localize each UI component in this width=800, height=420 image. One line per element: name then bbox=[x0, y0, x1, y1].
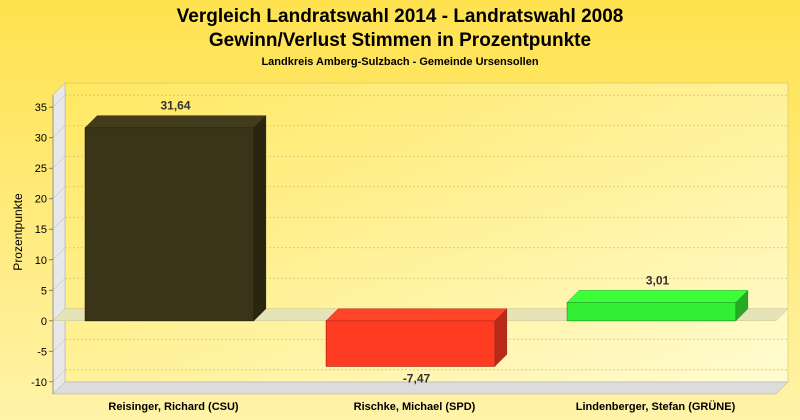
plot-side-wall bbox=[52, 82, 66, 395]
bar bbox=[325, 320, 496, 367]
bar bbox=[566, 302, 737, 322]
y-tick-label: 30 bbox=[35, 133, 47, 145]
gridline-side bbox=[52, 339, 66, 352]
gridline-side bbox=[52, 217, 66, 230]
y-axis-label: Prozentpunkte bbox=[11, 193, 25, 271]
chart-title: Vergleich Landratswahl 2014 - Landratswa… bbox=[177, 6, 624, 27]
bar bbox=[84, 127, 255, 322]
gridline-side bbox=[52, 369, 66, 383]
x-tick-label: Reisinger, Richard (CSU) bbox=[108, 401, 239, 413]
gridline-side bbox=[52, 278, 66, 291]
gridline-side bbox=[52, 247, 66, 260]
y-tick-label: -5 bbox=[37, 346, 47, 358]
data-label: 31,64 bbox=[160, 99, 190, 113]
y-tick-label: 15 bbox=[35, 224, 47, 236]
bar-top bbox=[84, 115, 267, 128]
bar-side bbox=[253, 115, 267, 322]
y-tick-label: 5 bbox=[41, 285, 47, 297]
gridline-side bbox=[52, 156, 66, 169]
y-tick-label: -10 bbox=[31, 377, 47, 389]
gridline-side bbox=[52, 94, 66, 108]
y-tick-label: 20 bbox=[35, 194, 47, 206]
y-tick-label: 0 bbox=[41, 316, 47, 328]
bar-top bbox=[325, 308, 508, 322]
y-tick-label: 35 bbox=[35, 102, 47, 114]
plot-floor bbox=[52, 381, 789, 395]
data-label: 3,01 bbox=[646, 273, 670, 287]
gridline-side bbox=[52, 125, 66, 138]
x-tick-label: Lindenberger, Stefan (GRÜNE) bbox=[576, 400, 736, 413]
y-tick-label: 10 bbox=[35, 255, 47, 267]
x-tick-label: Rischke, Michael (SPD) bbox=[354, 401, 476, 413]
data-label: -7,47 bbox=[403, 371, 431, 385]
chart-title-line2: Gewinn/Verlust Stimmen in Prozentpunkte bbox=[209, 30, 591, 51]
bar-top bbox=[566, 290, 749, 303]
y-tick-label: 25 bbox=[35, 163, 47, 175]
gridline-side bbox=[52, 186, 66, 199]
chart-subtitle: Landkreis Amberg-Sulzbach - Gemeinde Urs… bbox=[261, 56, 538, 68]
plot-area: 35 30 25 20 15 10 5 0 -5 -10 31,64 Reisinger, Richa… bbox=[31, 82, 789, 413]
